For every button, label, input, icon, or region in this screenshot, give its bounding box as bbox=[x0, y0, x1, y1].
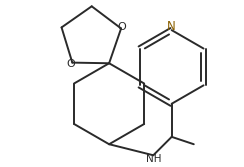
Text: O: O bbox=[118, 22, 127, 32]
Text: N: N bbox=[167, 20, 176, 33]
Text: O: O bbox=[67, 59, 76, 69]
Text: NH: NH bbox=[146, 154, 162, 164]
